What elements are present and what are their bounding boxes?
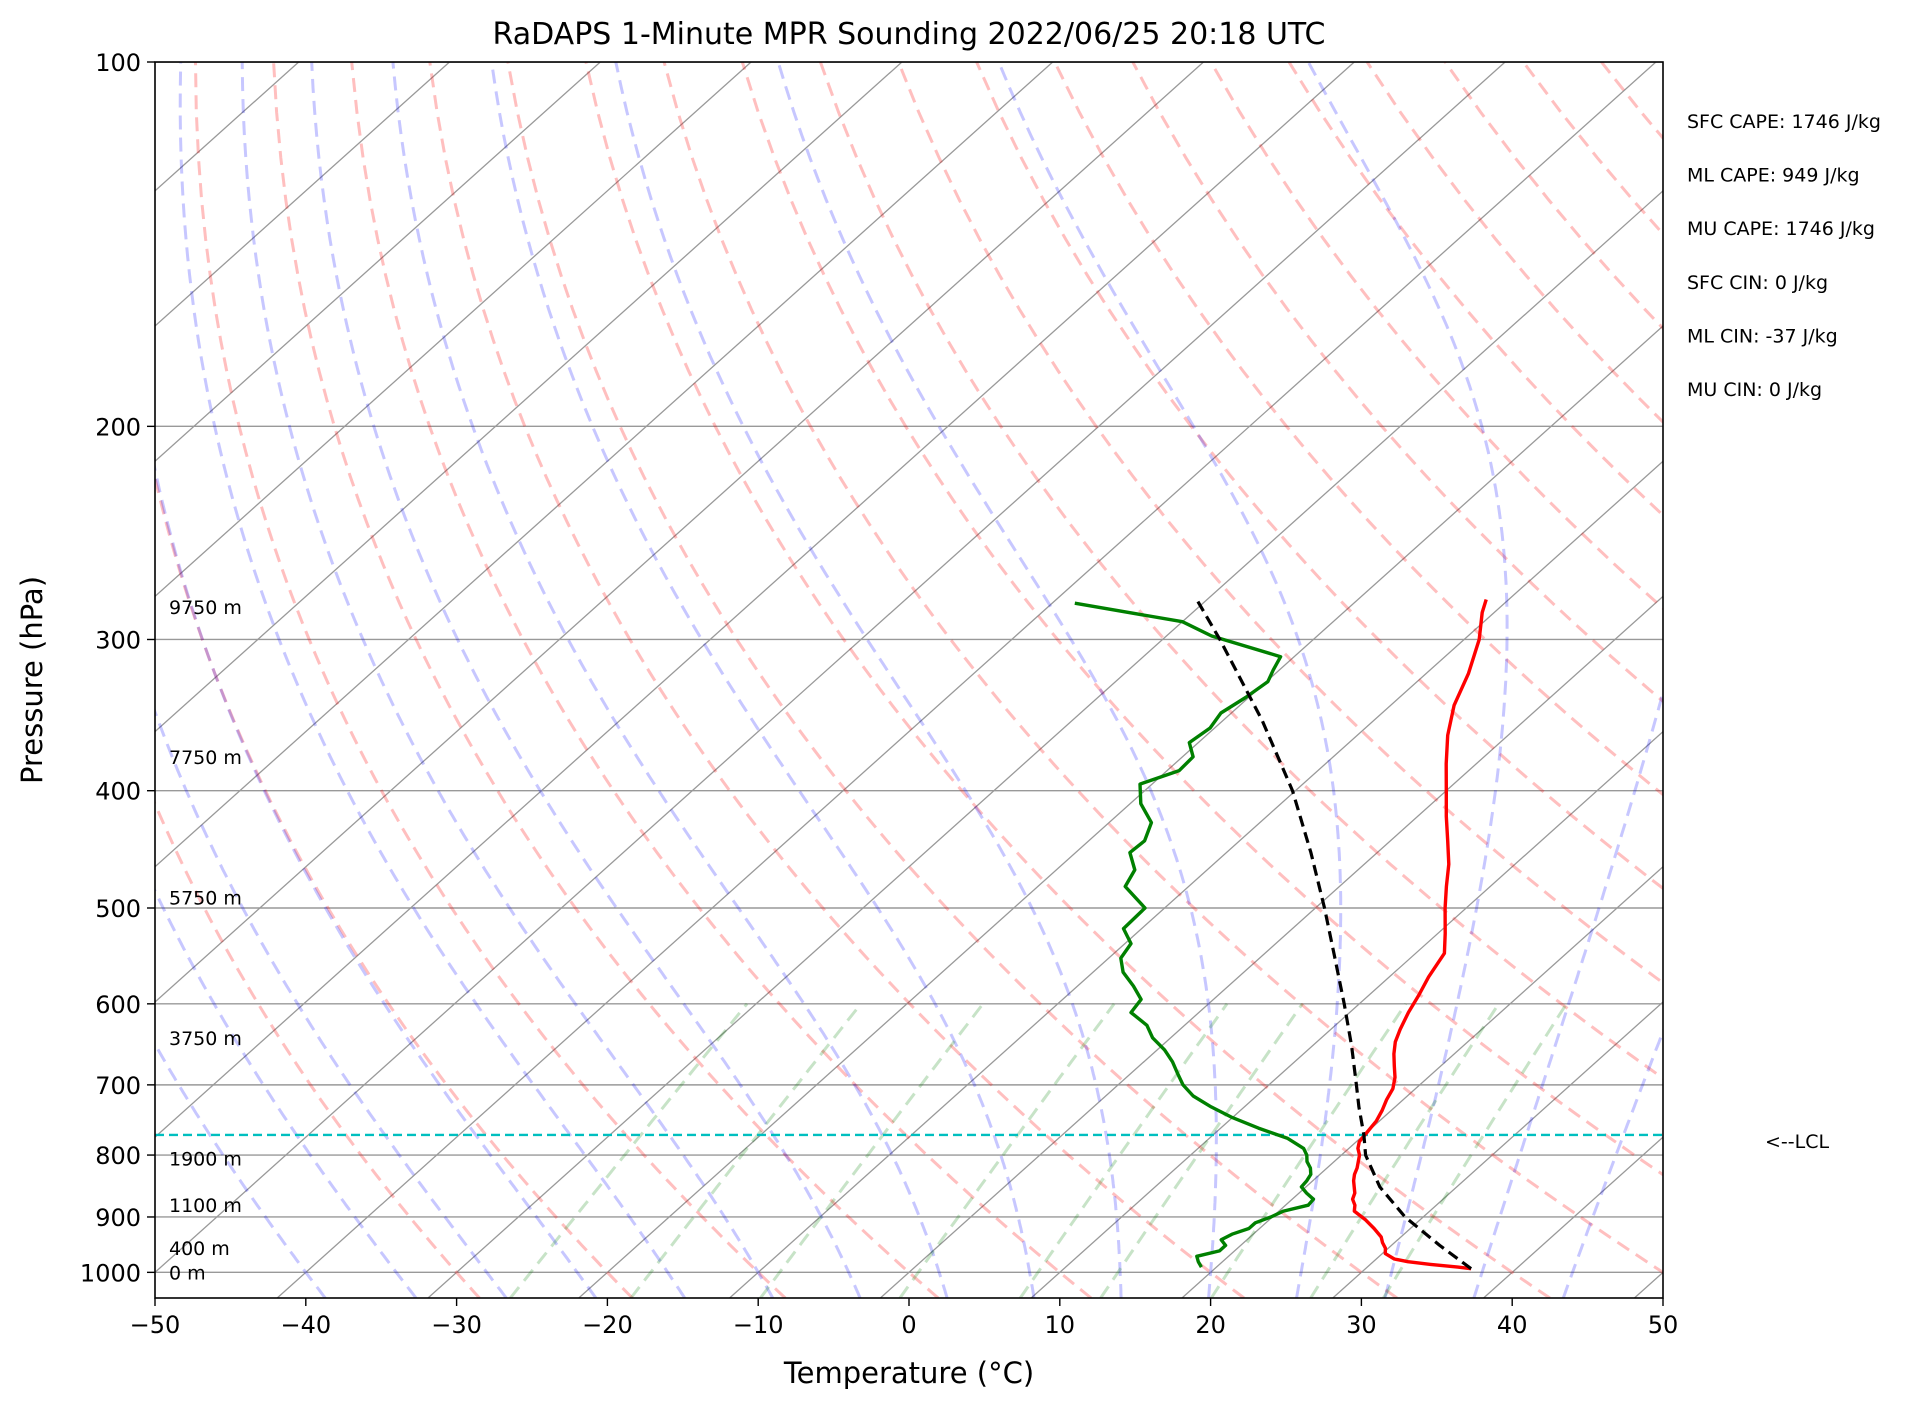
- dry-adiabat-line: [897, 62, 1663, 985]
- height-label: 1100 m: [169, 1195, 242, 1217]
- x-tick-label: −30: [431, 1311, 482, 1339]
- sounding-indices: SFC CAPE: 1746 J/kg ML CAPE: 949 J/kg MU C…: [1687, 111, 1881, 401]
- moist-adiabat-line: [490, 62, 1036, 1298]
- x-tick-label: 50: [1648, 1311, 1679, 1339]
- mixing-ratio-line: [509, 1002, 749, 1298]
- dewpoint-line: [1074, 601, 1316, 1268]
- y-tick-label: 900: [95, 1204, 141, 1232]
- height-label: 0 m: [169, 1262, 206, 1284]
- dry-adiabat-line: [155, 471, 634, 1298]
- x-tick-label: −50: [130, 1311, 181, 1339]
- isotherm-line: [155, 62, 450, 327]
- lcl-label: <--LCL: [1765, 1131, 1829, 1153]
- index-label: ML CAPE: 949 J/kg: [1687, 165, 1860, 187]
- isotherm-line: [1181, 865, 1663, 1298]
- mixing-ratio-line: [898, 1002, 1116, 1298]
- dry-adiabat-line: [272, 62, 940, 1298]
- y-tick-label: 100: [95, 49, 141, 77]
- x-tick-label: −40: [280, 1311, 331, 1339]
- y-tick-label: 200: [95, 413, 141, 441]
- index-label: SFC CAPE: 1746 J/kg: [1687, 111, 1881, 133]
- x-axis-ticks: −50 −40 −30 −20 −10 0 10 20 30 40 50: [130, 1298, 1679, 1339]
- moist-adiabat-line: [1306, 62, 1509, 1298]
- isotherm-line: [155, 62, 601, 463]
- isotherm-line: [276, 62, 1657, 1298]
- y-tick-label: 800: [95, 1142, 141, 1170]
- y-tick-label: 600: [95, 991, 141, 1019]
- dry-adiabat-line: [662, 62, 1663, 1275]
- mixing-ratio-line: [1382, 1002, 1568, 1298]
- height-label: 3750 m: [169, 1028, 242, 1050]
- isotherm-line: [155, 62, 1355, 1139]
- height-label: 400 m: [169, 1238, 230, 1260]
- moist-adiabat-line: [1561, 1027, 1663, 1298]
- mixing-ratio-line: [1210, 1002, 1408, 1298]
- dry-adiabat-line: [975, 62, 1663, 891]
- dry-adiabat-line: [740, 62, 1663, 1177]
- dry-adiabat-line: [350, 62, 1093, 1298]
- y-tick-label: 300: [95, 626, 141, 654]
- moist-adiabat-line: [155, 887, 418, 1298]
- mixing-ratio-line: [1309, 1002, 1500, 1298]
- x-tick-label: 30: [1346, 1311, 1377, 1339]
- y-axis-ticks: 100 200 300 400 500 600 700 800 900 1000: [80, 49, 155, 1287]
- index-label: SFC CIN: 0 J/kg: [1687, 272, 1828, 294]
- height-label: 5750 m: [169, 887, 242, 909]
- moist-adiabat-line: [776, 62, 1218, 1298]
- x-axis-label: Temperature (°C): [783, 1356, 1034, 1390]
- height-label: 9750 m: [169, 597, 242, 619]
- dry-adiabat-line: [584, 62, 1551, 1298]
- chart-title: RaDAPS 1-Minute MPR Sounding 2022/06/25 …: [493, 17, 1326, 52]
- x-tick-label: 10: [1045, 1311, 1076, 1339]
- isotherm-line: [155, 62, 1204, 1003]
- temperature-line: [1350, 599, 1488, 1271]
- isotherm-line: [155, 62, 1054, 868]
- dry-adiabat-line: [1053, 62, 1663, 797]
- isotherm-line: [155, 62, 752, 598]
- index-label: ML CIN: -37 J/kg: [1687, 325, 1838, 347]
- sounding-lines: [155, 598, 1663, 1271]
- isotherm-line: [427, 189, 1663, 1298]
- x-tick-label: 40: [1497, 1311, 1528, 1339]
- mixing-ratio-line: [759, 1002, 985, 1298]
- moist-adiabat-line: [240, 62, 775, 1298]
- dry-adiabat-line: [194, 62, 787, 1298]
- x-tick-label: −20: [582, 1311, 633, 1339]
- moist-adiabat-line: [310, 62, 862, 1298]
- moist-adiabat-line: [391, 62, 949, 1298]
- height-label: 1900 m: [169, 1148, 242, 1170]
- y-tick-label: 1000: [80, 1259, 141, 1287]
- index-label: MU CAPE: 1746 J/kg: [1687, 218, 1875, 240]
- y-tick-label: 400: [95, 778, 141, 806]
- mixing-ratio-line: [1099, 1002, 1304, 1298]
- x-tick-label: −10: [733, 1311, 784, 1339]
- isotherm-line: [729, 460, 1663, 1298]
- parcel-line: [1195, 598, 1473, 1270]
- dry-adiabat-line: [428, 62, 1245, 1298]
- mixing-ratio-line: [629, 1002, 863, 1298]
- y-axis-label: Pressure (hPa): [15, 576, 49, 784]
- moist-adiabat-line: [1472, 686, 1663, 1298]
- isotherm-line: [155, 62, 903, 733]
- dry-adiabat-line: [818, 62, 1663, 1081]
- moist-adiabat-line: [155, 707, 508, 1298]
- moist-adiabat-line: [178, 62, 686, 1298]
- isotherm-line: [1030, 730, 1663, 1298]
- x-tick-label: 0: [901, 1311, 916, 1339]
- height-label: 7750 m: [169, 747, 242, 769]
- y-tick-label: 500: [95, 895, 141, 923]
- isotherm-line: [879, 595, 1663, 1298]
- y-tick-label: 700: [95, 1072, 141, 1100]
- x-tick-label: 20: [1195, 1311, 1226, 1339]
- dry-adiabat-line: [155, 800, 481, 1298]
- isotherm-line: [1332, 1001, 1663, 1298]
- mixing-ratio-line: [1018, 1002, 1229, 1298]
- isotherm-line: [155, 62, 1506, 1274]
- index-label: MU CIN: 0 J/kg: [1687, 379, 1822, 401]
